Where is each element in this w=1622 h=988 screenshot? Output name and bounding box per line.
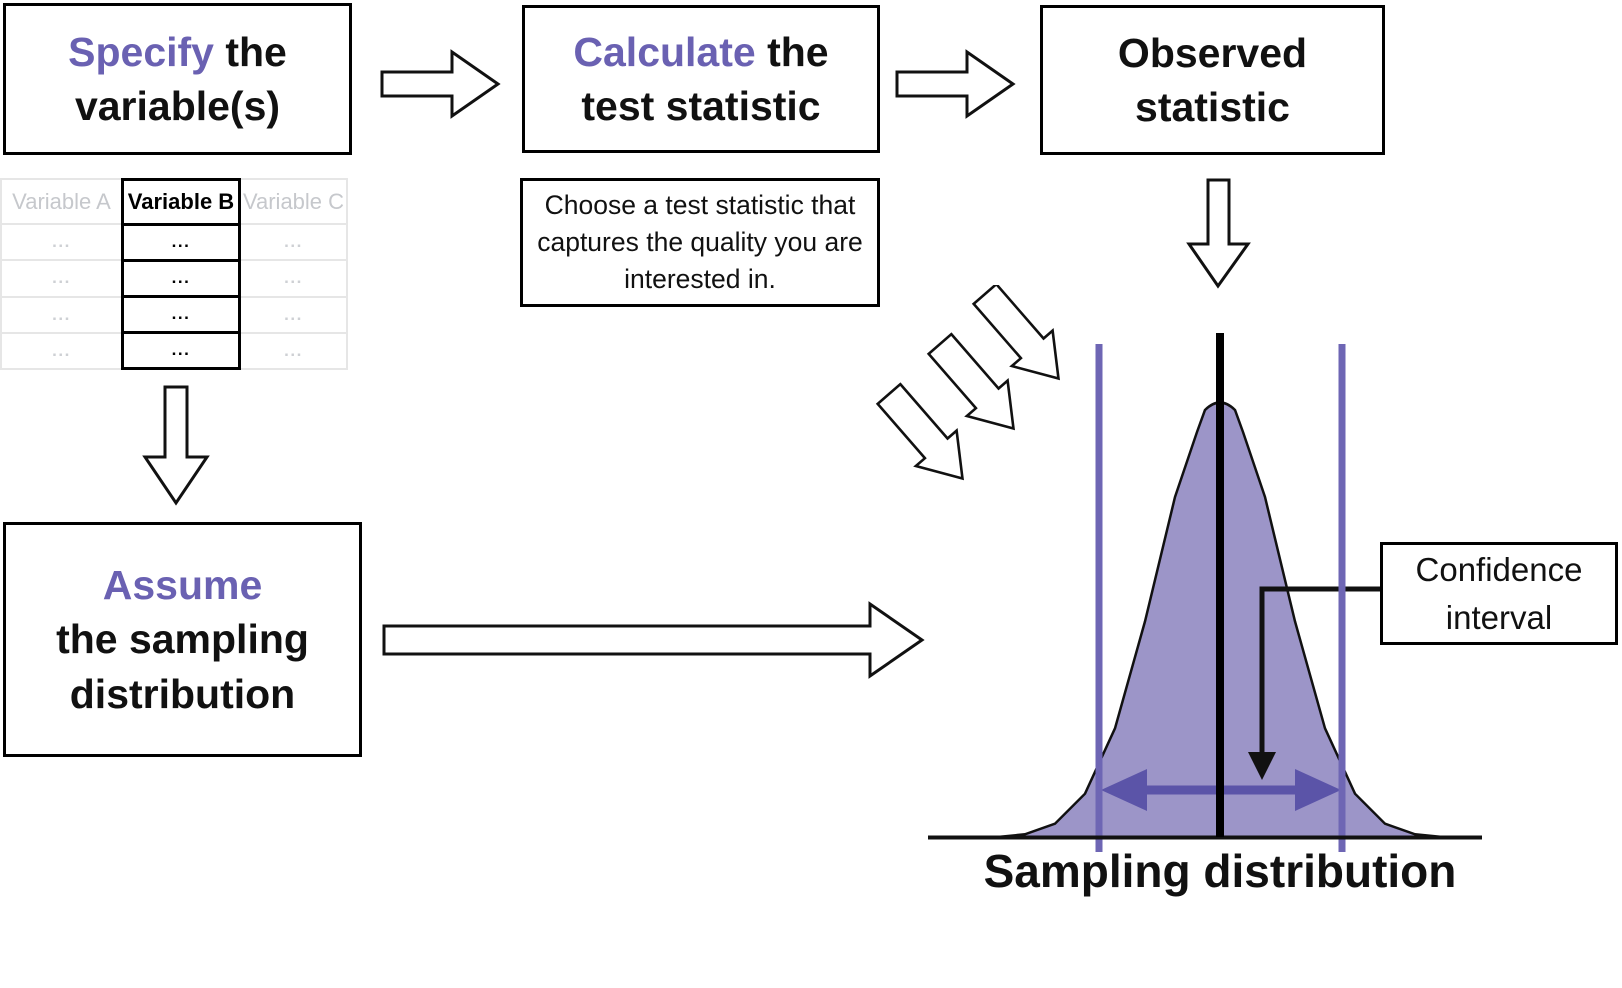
sampling-distribution-figure: [928, 333, 1482, 852]
table-cell: ...: [2, 259, 121, 295]
samples-to-distribution-arrows-icon: [875, 285, 1061, 481]
observed-statistic-text: Observed statistic: [1117, 29, 1308, 130]
specify-to-calculate-arrow-icon: [380, 49, 501, 119]
table-cell: ...: [124, 222, 238, 259]
calculate-test-statistic-text: Calculate the test statistic: [553, 25, 849, 133]
observed-statistic-line: [1216, 333, 1224, 837]
test-statistic-note-text: Choose a test statistic that captures th…: [537, 189, 863, 295]
column-header: Variable B: [127, 188, 235, 214]
confidence-interval-left-line: [1095, 344, 1103, 852]
distribution-baseline: [928, 835, 1482, 840]
calculate-rest-text: the test statistic: [581, 28, 829, 129]
calculate-test-statistic-box: Calculate the test statistic: [522, 5, 880, 153]
table-cell: ...: [241, 295, 346, 332]
table-cell: ...: [124, 294, 238, 331]
table-cell: ...: [124, 258, 238, 295]
diagonal-arrow-icon: [875, 382, 965, 481]
table-column-variable-c: Variable C ... ... ... ...: [241, 180, 346, 368]
table-cell: ...: [241, 331, 346, 368]
specify-variables-box: Specify the variable(s): [3, 3, 352, 155]
table-cell: ...: [241, 223, 346, 259]
diagonal-arrow-icon: [971, 285, 1061, 381]
confidence-interval-label: Confidence interval: [1415, 550, 1583, 636]
specify-keyword: Specify: [68, 28, 214, 75]
column-header: Variable A: [12, 188, 111, 214]
test-statistic-note-box: Choose a test statistic that captures th…: [520, 178, 880, 307]
table-cell: ...: [2, 295, 121, 332]
table-column-variable-a: Variable A ... ... ... ...: [2, 180, 121, 368]
sampling-distribution-caption: Sampling distribution: [983, 845, 1457, 897]
diagonal-arrow-icon: [926, 332, 1016, 431]
table-column-variable-b-selected: Variable B ... ... ... ...: [121, 178, 241, 370]
table-cell: ...: [2, 223, 121, 259]
specify-variables-text: Specify the variable(s): [34, 25, 321, 133]
bell-curve: [948, 401, 1482, 840]
assume-distribution-box: Assume the sampling distribution: [3, 522, 362, 757]
observed-statistic-box: Observed statistic: [1040, 5, 1385, 155]
calculate-keyword: Calculate: [573, 28, 756, 75]
table-cell: ...: [241, 259, 346, 295]
column-header: Variable C: [242, 188, 345, 214]
confidence-interval-right-line: [1338, 344, 1346, 852]
assume-to-distribution-arrow-icon: [382, 601, 925, 679]
table-cell: ...: [124, 330, 238, 367]
assume-distribution-text: Assume the sampling distribution: [34, 558, 331, 720]
assume-keyword: Assume: [102, 562, 263, 609]
calculate-to-observed-arrow-icon: [895, 49, 1016, 119]
variables-table: Variable A ... ... ... ... Variable B ..…: [0, 178, 348, 370]
specify-rest-text: the variable(s): [74, 28, 287, 129]
table-cell: ...: [2, 331, 121, 368]
table-to-assume-arrow-icon: [142, 385, 210, 506]
assume-rest-text: the sampling distribution: [56, 616, 309, 717]
observed-to-distribution-arrow-icon: [1186, 178, 1251, 289]
confidence-interval-label-box: Confidence interval: [1380, 542, 1618, 645]
